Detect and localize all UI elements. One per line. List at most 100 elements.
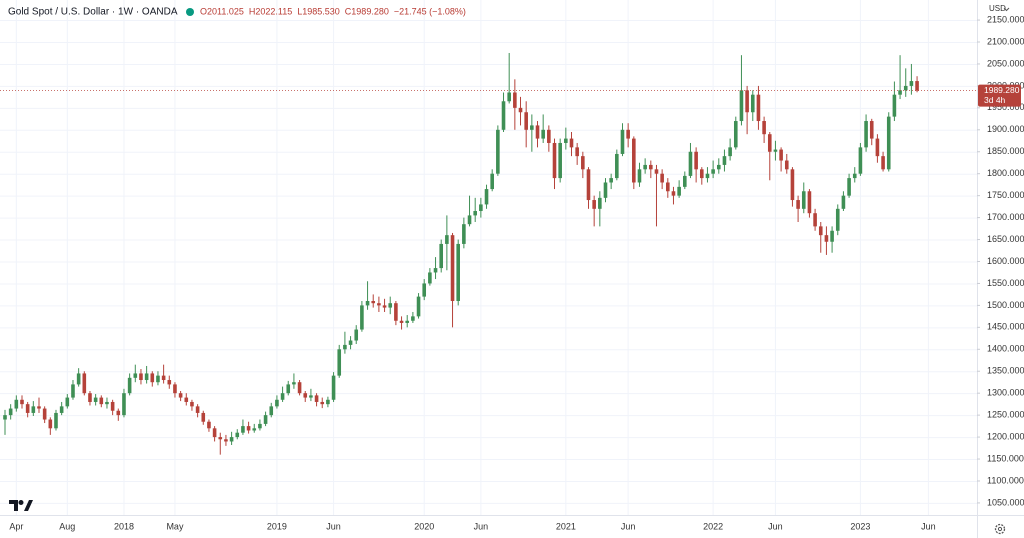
y-tick-label: 1650.000 xyxy=(987,234,1024,244)
candle-body xyxy=(195,406,200,413)
candle-body xyxy=(331,375,336,400)
candle-body xyxy=(711,169,715,174)
candle-body xyxy=(428,272,432,284)
chart-title: Gold Spot / U.S. Dollar · 1W · OANDA xyxy=(8,7,178,18)
candle-body xyxy=(801,191,806,209)
candle-body xyxy=(14,399,19,409)
settings-icon[interactable] xyxy=(994,523,1006,535)
candle-body xyxy=(439,243,444,269)
candle-body xyxy=(156,375,160,383)
candle-body xyxy=(8,408,13,416)
candle-body xyxy=(246,426,251,431)
candle-body xyxy=(807,191,812,214)
candle-body xyxy=(564,138,568,143)
currency-caret[interactable] xyxy=(1003,7,1010,12)
candle-body xyxy=(671,191,676,196)
candle-body xyxy=(116,410,121,416)
candle-body xyxy=(297,382,302,394)
candle-body xyxy=(716,164,721,170)
candle-body xyxy=(399,320,404,323)
candles xyxy=(0,52,977,455)
y-tick-label: 1200.000 xyxy=(987,431,1024,441)
x-tick-label: Jun xyxy=(621,521,636,531)
x-tick-label: 2021 xyxy=(556,521,576,531)
candle-body xyxy=(275,399,279,407)
x-tick-label: Aug xyxy=(59,521,75,531)
ohlc-value: −21.745 (−1.08%) xyxy=(394,6,466,16)
candle-body xyxy=(184,397,189,402)
candle-body xyxy=(660,173,664,183)
candle-body xyxy=(25,404,30,413)
candle-body xyxy=(615,153,619,179)
candle-body xyxy=(127,377,132,394)
candle-body xyxy=(649,164,653,170)
candle-body xyxy=(54,412,58,429)
x-tick-label: May xyxy=(166,521,184,531)
candle-body xyxy=(513,92,517,108)
candle-body xyxy=(728,147,732,157)
y-tick-label: 2100.000 xyxy=(987,36,1024,46)
candle-body xyxy=(818,226,823,236)
candle-body xyxy=(490,173,494,190)
candle-body xyxy=(892,94,897,117)
candle-body xyxy=(65,397,70,407)
candle-body xyxy=(139,373,143,381)
currency[interactable]: USD xyxy=(989,4,1006,13)
candle-body xyxy=(263,415,268,424)
candle-body xyxy=(903,85,908,91)
x-tick-label: Apr xyxy=(9,521,23,531)
candle-body xyxy=(422,283,427,297)
candle-body xyxy=(796,200,800,209)
status-dot xyxy=(186,8,194,16)
candle-body xyxy=(496,129,500,174)
candle-body xyxy=(586,169,591,201)
axes: 1050.000 1100.000 1150.000 1200.000 1250.000… xyxy=(9,14,1024,531)
x-tick-label: 2020 xyxy=(414,521,434,531)
y-tick-label: 1050.000 xyxy=(987,497,1024,507)
candle-body xyxy=(609,178,613,183)
candle-body xyxy=(445,235,449,244)
candle-body xyxy=(869,121,874,139)
y-tick-label: 1500.000 xyxy=(987,300,1024,310)
candle-body xyxy=(3,415,7,420)
candle-body xyxy=(643,164,647,170)
candle-body xyxy=(620,129,625,154)
candle-body xyxy=(501,101,506,130)
candle-body xyxy=(320,401,325,405)
ohlc-header: O2011.025 H2022.115 L1985.530 C1989.280 −21.… xyxy=(200,6,466,16)
candle-body xyxy=(705,173,710,179)
y-tick-label: 1850.000 xyxy=(987,146,1024,156)
x-tick-label: Jun xyxy=(768,521,783,531)
candle-body xyxy=(190,401,194,407)
candle-body xyxy=(394,303,398,321)
candle-body xyxy=(756,94,761,122)
x-tick-label: Jun xyxy=(474,521,489,531)
candle-body xyxy=(699,169,704,179)
candle-body xyxy=(841,195,846,209)
candle-body xyxy=(530,125,534,130)
candle-body xyxy=(326,399,330,405)
candle-body xyxy=(252,428,257,431)
candle-body xyxy=(133,373,138,378)
countdown: 3d 4h xyxy=(984,95,1006,105)
candle-body xyxy=(42,408,47,420)
candle-body xyxy=(864,121,868,148)
candle-body xyxy=(479,204,483,212)
candle-body xyxy=(354,329,359,341)
y-tick-label: 1550.000 xyxy=(987,278,1024,288)
candle-body xyxy=(201,412,206,422)
candle-body xyxy=(416,296,421,317)
candle-body xyxy=(535,125,540,139)
candle-body xyxy=(915,81,919,91)
y-tick-label: 1700.000 xyxy=(987,212,1024,222)
candle-body xyxy=(207,421,211,429)
candle-body xyxy=(411,316,415,321)
candle-body xyxy=(830,230,834,242)
candle-body xyxy=(666,182,670,192)
candle-body xyxy=(405,320,410,323)
tradingview-logo xyxy=(9,500,33,511)
candle-body xyxy=(218,437,223,440)
x-tick-label: Jun xyxy=(326,521,341,531)
candle-body xyxy=(122,393,126,416)
y-tick-label: 1800.000 xyxy=(987,168,1024,178)
